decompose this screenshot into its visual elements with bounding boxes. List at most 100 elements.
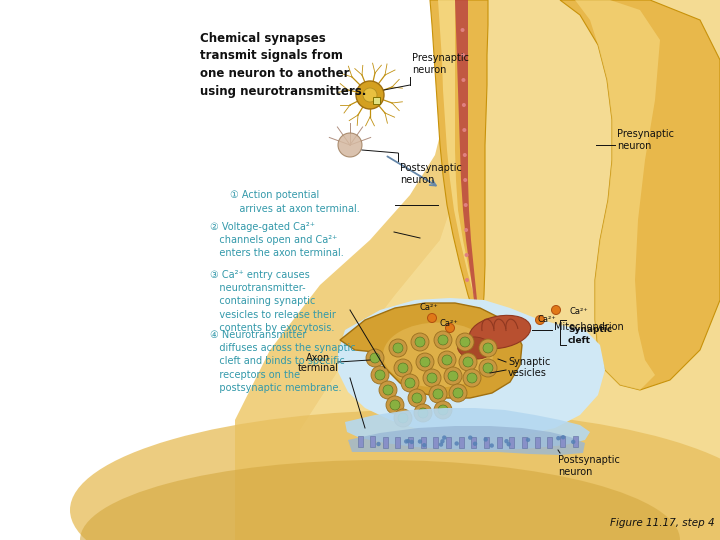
Circle shape	[463, 357, 473, 367]
Circle shape	[405, 378, 415, 388]
Circle shape	[370, 353, 380, 363]
Circle shape	[438, 442, 444, 447]
Circle shape	[463, 153, 467, 157]
Circle shape	[418, 408, 428, 418]
Circle shape	[386, 396, 404, 414]
Circle shape	[408, 389, 426, 407]
Text: Ca²⁺: Ca²⁺	[570, 307, 589, 316]
Circle shape	[401, 374, 419, 392]
Circle shape	[460, 337, 470, 347]
Circle shape	[414, 404, 432, 422]
Circle shape	[442, 355, 452, 365]
Bar	[459, 437, 464, 449]
Circle shape	[461, 53, 465, 57]
Circle shape	[379, 381, 397, 399]
Ellipse shape	[457, 337, 492, 359]
Circle shape	[438, 351, 456, 369]
Bar	[560, 436, 565, 447]
Circle shape	[463, 369, 481, 387]
Circle shape	[462, 128, 467, 132]
Circle shape	[504, 439, 509, 443]
Ellipse shape	[383, 322, 493, 388]
Circle shape	[429, 385, 447, 403]
Text: ① Action potential
   arrives at axon terminal.: ① Action potential arrives at axon termi…	[230, 191, 360, 214]
Circle shape	[448, 371, 458, 381]
Circle shape	[440, 439, 445, 443]
Text: cleft: cleft	[568, 336, 591, 345]
Circle shape	[442, 435, 446, 440]
Circle shape	[420, 357, 430, 367]
Circle shape	[484, 437, 488, 442]
Circle shape	[506, 442, 511, 447]
Circle shape	[371, 366, 389, 384]
Circle shape	[438, 335, 448, 345]
Text: ④ Neurotransmitter
   diffuses across the synaptic
   cleft and binds to specifi: ④ Neurotransmitter diffuses across the s…	[210, 330, 356, 393]
Circle shape	[466, 328, 470, 332]
Circle shape	[418, 440, 422, 444]
Circle shape	[556, 436, 561, 441]
Bar	[572, 436, 577, 447]
Circle shape	[411, 333, 429, 351]
Bar	[373, 97, 380, 104]
Circle shape	[561, 435, 565, 440]
Circle shape	[434, 331, 452, 349]
Ellipse shape	[469, 315, 531, 349]
Circle shape	[464, 203, 468, 207]
Circle shape	[377, 442, 381, 446]
Bar	[484, 437, 489, 448]
Bar	[497, 437, 502, 448]
Bar	[472, 437, 477, 449]
Circle shape	[398, 363, 408, 373]
Text: Presynaptic
neuron: Presynaptic neuron	[617, 129, 674, 151]
Text: terminal: terminal	[297, 363, 338, 373]
Circle shape	[398, 413, 408, 423]
Bar	[522, 437, 527, 448]
Polygon shape	[455, 0, 481, 345]
Bar	[446, 437, 451, 448]
Circle shape	[390, 400, 400, 410]
Circle shape	[393, 343, 403, 353]
Text: Presynaptic
neuron: Presynaptic neuron	[412, 53, 469, 75]
Text: Synaptic: Synaptic	[568, 325, 612, 334]
Circle shape	[463, 178, 467, 182]
Circle shape	[444, 367, 462, 385]
Text: Postsynaptic
neuron: Postsynaptic neuron	[400, 163, 462, 185]
Circle shape	[449, 384, 467, 402]
Circle shape	[338, 133, 362, 157]
Circle shape	[434, 401, 452, 419]
Circle shape	[389, 339, 407, 357]
Polygon shape	[338, 298, 605, 438]
Text: Figure 11.17, step 4: Figure 11.17, step 4	[611, 518, 715, 528]
Text: Chemical synapses
transmit signals from
one neuron to another
using neurotransmi: Chemical synapses transmit signals from …	[200, 32, 366, 98]
Circle shape	[483, 363, 493, 373]
Text: Ca²⁺: Ca²⁺	[440, 319, 459, 327]
Circle shape	[552, 306, 560, 314]
Circle shape	[467, 373, 477, 383]
Text: Mitochondrion: Mitochondrion	[554, 322, 624, 332]
Circle shape	[422, 443, 426, 447]
Circle shape	[415, 337, 425, 347]
Circle shape	[490, 443, 494, 448]
Circle shape	[394, 359, 412, 377]
Text: vesicles: vesicles	[508, 368, 547, 378]
Circle shape	[571, 440, 575, 444]
Circle shape	[356, 81, 384, 109]
Circle shape	[479, 359, 497, 377]
Bar	[433, 437, 438, 448]
Circle shape	[464, 228, 468, 232]
Circle shape	[375, 370, 385, 380]
Circle shape	[464, 253, 469, 257]
Text: Ca²⁺: Ca²⁺	[420, 303, 438, 313]
Circle shape	[404, 439, 408, 444]
Circle shape	[473, 442, 477, 446]
Ellipse shape	[80, 460, 680, 540]
Polygon shape	[430, 0, 490, 365]
Text: Axon: Axon	[306, 353, 330, 363]
Text: Postsynaptic
neuron: Postsynaptic neuron	[558, 455, 620, 477]
Circle shape	[526, 437, 530, 442]
Circle shape	[412, 393, 422, 403]
Circle shape	[466, 303, 469, 307]
Ellipse shape	[70, 410, 720, 540]
Circle shape	[453, 388, 463, 398]
Text: Synaptic: Synaptic	[508, 357, 550, 367]
